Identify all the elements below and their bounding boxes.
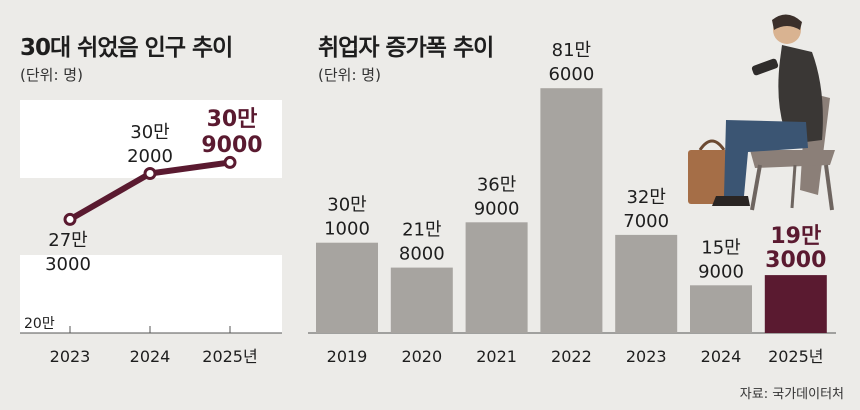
bar-xtick-2024: 2024 (701, 347, 742, 366)
bar-label-2020-b: 8000 (399, 244, 445, 265)
line-chart-panel-upper (20, 100, 282, 178)
line-point-2023 (63, 212, 77, 226)
bar-2019 (316, 242, 378, 333)
bar-xtick-2025년: 2025년 (768, 347, 823, 366)
bar-xtick-2022: 2022 (551, 347, 592, 366)
bar-label-2022-a: 81만 (552, 40, 591, 61)
line-label-1-a: 30만 (130, 122, 169, 143)
bar-label-2023-b: 7000 (623, 211, 669, 232)
line-chart-axis-label: 20만 (24, 316, 55, 332)
line-point-2024 (143, 167, 157, 180)
bar-label-2019-b: 1000 (324, 219, 370, 240)
bar-label-2025년-b: 3000 (765, 248, 826, 273)
bar-label-2024-b: 9000 (698, 261, 744, 282)
line-label-0-a: 27만 (48, 230, 87, 251)
bar-label-2021-a: 36만 (477, 174, 516, 195)
line-xtick-2025년: 2025년 (202, 347, 257, 366)
line-label-2-b: 9000 (201, 133, 262, 158)
line-label-0-b: 3000 (45, 254, 91, 275)
bar-2025년 (764, 275, 827, 333)
bar-label-2021-b: 9000 (474, 198, 520, 219)
bar-2022 (540, 88, 603, 333)
line-label-1-b: 2000 (127, 146, 173, 167)
bar-xtick-2021: 2021 (476, 347, 517, 366)
bar-2021 (465, 222, 528, 333)
bar-label-2023-a: 32만 (626, 187, 665, 208)
line-chart-title: 30대 쉬었음 인구 추이 (20, 35, 233, 61)
bar-label-2025년-a: 19만 (770, 224, 821, 249)
bar-xtick-2023: 2023 (626, 347, 667, 366)
bar-chart-title: 취업자 증가폭 추이 (318, 35, 494, 61)
bar-xtick-2019: 2019 (327, 347, 368, 366)
bar-2024 (690, 285, 752, 333)
line-xtick-2024: 2024 (130, 347, 171, 366)
bar-xtick-2020: 2020 (401, 347, 442, 366)
line-chart-panel-lower (20, 255, 282, 333)
bar-label-2022-b: 6000 (548, 64, 594, 85)
line-label-2-a: 30만 (207, 107, 258, 132)
line-xtick-2023: 2023 (50, 347, 91, 366)
bar-label-2024-a: 15만 (701, 237, 740, 258)
line-point-2025년 (223, 155, 237, 169)
bar-label-2019-a: 30만 (327, 195, 366, 216)
bar-chart-unit: (단위: 명) (318, 66, 381, 84)
bar-label-2020-a: 21만 (402, 220, 441, 241)
source-note: 자료: 국가데이터처 (739, 387, 844, 402)
bar-2023 (615, 234, 678, 333)
bar-2020 (390, 267, 453, 333)
line-chart-unit: (단위: 명) (20, 66, 83, 84)
